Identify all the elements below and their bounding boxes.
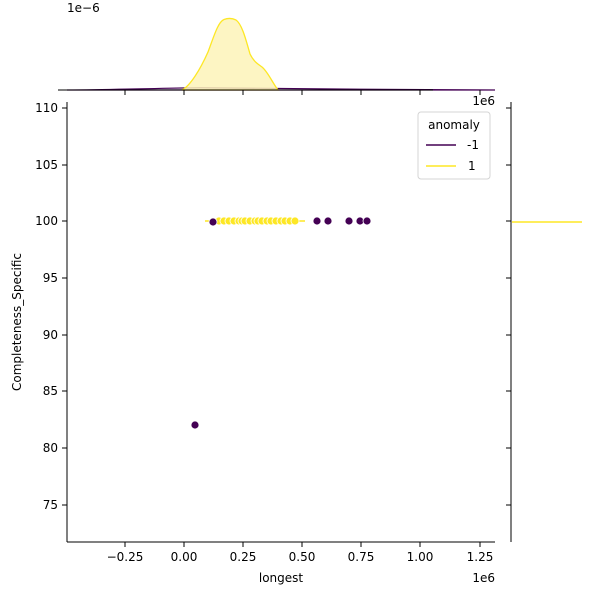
svg-text:100: 100	[35, 214, 58, 228]
svg-text:85: 85	[43, 384, 58, 398]
svg-text:105: 105	[35, 158, 58, 172]
top-marginal-offset-label: 1e−6	[67, 1, 100, 15]
y-ticks	[62, 107, 67, 506]
top-x-offset-label: 1e6	[472, 94, 495, 108]
svg-text:−0.25: −0.25	[107, 550, 144, 564]
y-axis-label: Completeness_Specific	[10, 253, 24, 391]
svg-text:80: 80	[43, 441, 58, 455]
svg-text:110: 110	[35, 101, 58, 115]
right-marginal-ticks	[506, 107, 511, 506]
legend-label-neg1: -1	[467, 138, 479, 152]
right-marginal-kde	[506, 102, 582, 542]
svg-text:90: 90	[43, 328, 58, 342]
svg-text:0.50: 0.50	[289, 550, 316, 564]
main-axes: 75 80 85 90 95 100 105 110 −0.25 0.00 0.…	[10, 101, 495, 585]
svg-text:75: 75	[43, 498, 58, 512]
svg-text:0.00: 0.00	[171, 550, 198, 564]
kde-anomaly-pos1-top	[181, 17, 280, 91]
kde-anomaly-neg1-top	[66, 87, 496, 91]
svg-text:1.00: 1.00	[407, 550, 434, 564]
svg-text:95: 95	[43, 271, 58, 285]
scatter-series-neg1	[190, 216, 372, 430]
legend: anomaly -1 1	[417, 111, 491, 180]
x-ticks	[124, 542, 481, 547]
svg-text:1.25: 1.25	[467, 550, 494, 564]
top-marginal-ticks	[124, 90, 481, 95]
scatter-series-pos1	[214, 216, 300, 226]
svg-text:0.25: 0.25	[230, 550, 257, 564]
x-axis-label: longest	[259, 571, 304, 585]
x-tick-labels: −0.25 0.00 0.25 0.50 0.75 1.00 1.25	[107, 550, 494, 564]
y-tick-labels: 75 80 85 90 95 100 105 110	[35, 101, 58, 512]
x-offset-label: 1e6	[472, 571, 495, 585]
svg-text:0.75: 0.75	[348, 550, 375, 564]
legend-label-pos1: 1	[468, 159, 476, 173]
top-marginal-kde	[58, 17, 496, 91]
legend-title: anomaly	[428, 118, 480, 132]
